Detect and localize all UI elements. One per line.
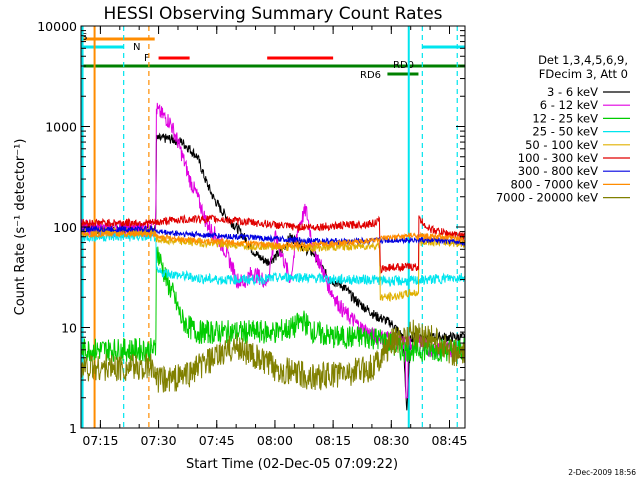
- series-line-6: [80, 224, 465, 246]
- flag-label-n: N: [133, 42, 140, 53]
- series-line-2: [80, 246, 465, 363]
- x-tick-label-0: 07:15: [82, 433, 118, 448]
- legend-label-2: 12 - 25 keV: [532, 111, 598, 125]
- legend-label-7: 800 - 7000 keV: [510, 177, 598, 191]
- legend-label-5: 100 - 300 keV: [518, 151, 598, 165]
- legend-label-8: 7000 - 20000 keV: [496, 191, 598, 205]
- flag-label-rd0: RD0: [393, 60, 414, 71]
- legend-header-line-2: FDecim 3, Att 0: [539, 67, 628, 81]
- legend-label-6: 300 - 800 keV: [518, 164, 598, 178]
- y-tick-label-3: 1000: [45, 120, 77, 135]
- flag-label-f: F: [144, 53, 150, 64]
- legend-header-line-1: Det 1,3,4,5,6,9,: [538, 53, 628, 67]
- legend-label-0: 3 - 6 keV: [547, 85, 598, 99]
- y-tick-label-2: 100: [53, 220, 77, 235]
- footer-timestamp: 2-Dec-2009 18:56: [568, 468, 636, 477]
- legend-label-1: 6 - 12 keV: [540, 98, 598, 112]
- x-tick-label-6: 08:45: [431, 433, 467, 448]
- y-tick-label-4: 10000: [37, 19, 77, 34]
- series-line-5: [80, 214, 465, 274]
- x-tick-label-1: 07:30: [141, 433, 177, 448]
- flag-bars: S NF RD0 RD6: [81, 32, 465, 81]
- legend-label-4: 50 - 100 keV: [525, 138, 598, 152]
- series-lines: [80, 102, 465, 411]
- x-tick-label-4: 08:15: [315, 433, 351, 448]
- x-tick-label-2: 07:45: [199, 433, 235, 448]
- legend-label-3: 25 - 50 keV: [532, 125, 598, 139]
- series-line-3: [80, 230, 465, 288]
- series-line-8: [80, 319, 465, 393]
- series-line-7: [80, 229, 465, 250]
- x-axis-label: Start Time (02-Dec-05 07:09:22): [186, 457, 398, 472]
- chart-title: HESSI Observing Summary Count Rates: [103, 4, 442, 24]
- x-tick-label-3: 08:00: [257, 433, 293, 448]
- y-tick-label-0: 1: [69, 421, 77, 436]
- flag-label-s: S: [81, 32, 87, 43]
- y-axis-label: Count Rate (s⁻¹ detector⁻¹): [13, 139, 28, 316]
- axis-ticks: 07:15 07:30 07:45 08:00 08:15 08:30 08:45 1 10 10…: [37, 19, 467, 448]
- flag-label-rd6: RD6: [360, 70, 381, 81]
- y-tick-label-1: 10: [61, 321, 77, 336]
- x-tick-label-5: 08:30: [373, 433, 409, 448]
